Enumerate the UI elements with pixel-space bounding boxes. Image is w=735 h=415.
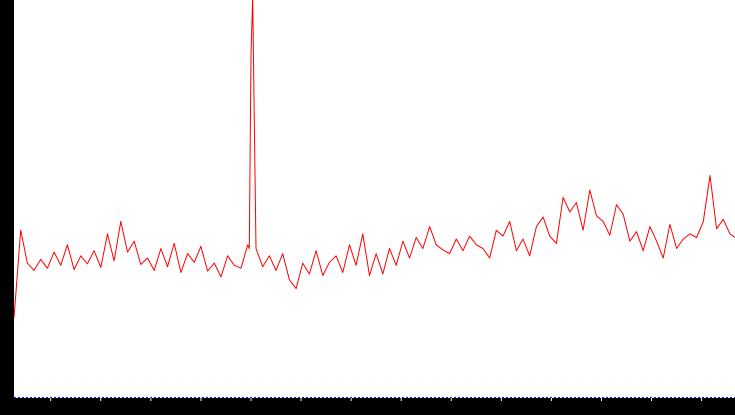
x-tick-label: 14:11	[537, 403, 566, 414]
x-tick-label: 14:09	[437, 403, 466, 414]
y-axis: 0545610913163702182727284327403819743654…	[0, 0, 14, 401]
y-tick-label: 16370	[2, 263, 13, 295]
x-tick-label: 14:10	[487, 403, 516, 414]
y-tick-label: 38197	[2, 103, 13, 135]
series-line	[13, 0, 735, 318]
x-tick-label: 14:02	[86, 403, 115, 414]
y-tick-label: 10913	[2, 302, 13, 334]
x-tick-label: 14:06	[287, 403, 316, 414]
y-tick-label: 49111	[2, 24, 13, 56]
x-tick-label: 14:03	[136, 403, 165, 414]
x-tick-label: 14:05	[237, 403, 266, 414]
y-tick-label: 43654	[2, 64, 13, 96]
y-tick-label: 27284	[2, 183, 13, 215]
x-tick-label: 14:07	[337, 403, 366, 414]
y-axis-bar	[0, 0, 14, 398]
y-tick-label: 54568	[2, 4, 13, 36]
y-tick-label: 32740	[2, 143, 13, 175]
x-axis-bar	[0, 398, 735, 415]
series-layer	[13, 0, 735, 318]
y-tick-label: 5456	[2, 345, 13, 370]
x-tick-label: 14:13	[637, 403, 666, 414]
x-tick-label: 14:08	[387, 403, 416, 414]
y-tick-label: 21827	[2, 223, 13, 255]
x-tick-label: 14:01	[36, 403, 65, 414]
x-tick-label: 14:04	[187, 403, 216, 414]
x-tick-label: 14:14	[687, 403, 716, 414]
x-tick-label: 14:12	[587, 403, 616, 414]
x-axis: 14:01 14:02 14:03 14:04 14:05 14:06 14:07 14:08…	[0, 396, 735, 415]
